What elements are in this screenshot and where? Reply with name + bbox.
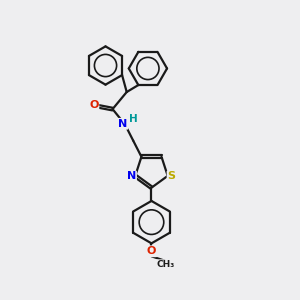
Text: O: O xyxy=(89,100,98,110)
Text: S: S xyxy=(167,172,175,182)
Text: O: O xyxy=(147,246,156,256)
Text: N: N xyxy=(127,172,136,182)
Text: N: N xyxy=(118,119,127,129)
Text: CH₃: CH₃ xyxy=(157,260,175,269)
Text: H: H xyxy=(129,113,138,124)
